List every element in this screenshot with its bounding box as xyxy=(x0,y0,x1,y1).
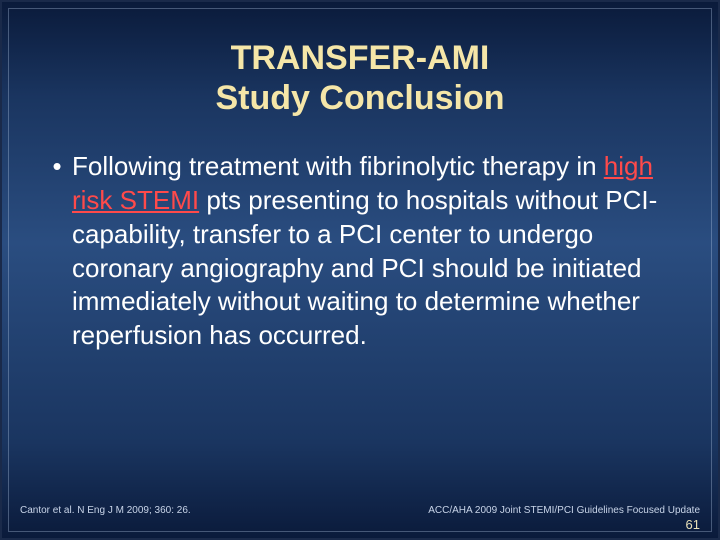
title-block: TRANSFER-AMI Study Conclusion xyxy=(2,2,718,136)
title-line-1: TRANSFER-AMI xyxy=(2,38,718,78)
citation-right: ACC/AHA 2009 Joint STEMI/PCI Guidelines … xyxy=(428,505,700,516)
bullet-text: Following treatment with fibrinolytic th… xyxy=(72,150,670,353)
bullet-item: • Following treatment with fibrinolytic … xyxy=(42,150,670,353)
citation-left: Cantor et al. N Eng J M 2009; 360: 26. xyxy=(20,505,191,516)
title-line-2: Study Conclusion xyxy=(2,78,718,118)
body-area: • Following treatment with fibrinolytic … xyxy=(2,136,718,353)
bullet-marker: • xyxy=(42,150,72,183)
footer: Cantor et al. N Eng J M 2009; 360: 26. A… xyxy=(2,505,718,516)
bullet-pre: Following treatment with fibrinolytic th… xyxy=(72,151,604,181)
page-number: 61 xyxy=(686,517,700,532)
